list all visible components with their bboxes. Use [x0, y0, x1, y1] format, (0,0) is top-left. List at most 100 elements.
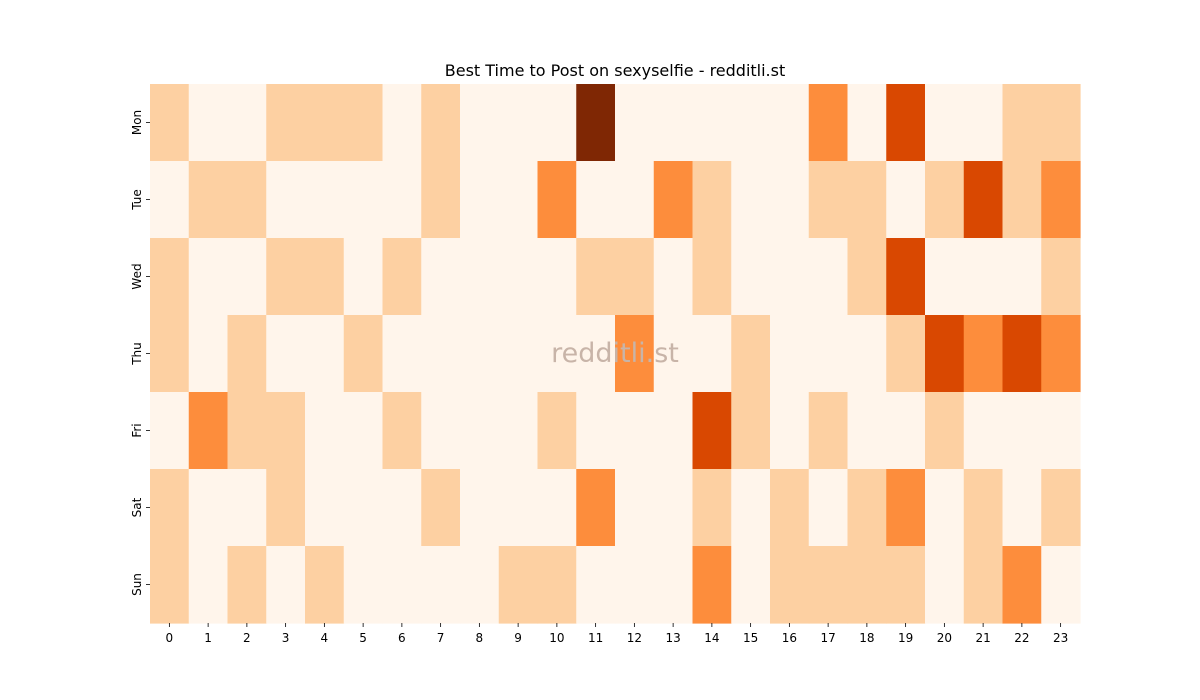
heatmap-cell [653, 469, 694, 547]
heatmap-cell [343, 546, 384, 624]
heatmap-cell [731, 392, 771, 470]
heatmap-cell [1002, 392, 1042, 470]
heatmap-cell [925, 238, 965, 316]
heatmap-cell [925, 315, 965, 393]
heatmap-cell [576, 469, 616, 547]
heatmap-cell [1002, 546, 1042, 624]
heatmap-cell [925, 161, 965, 239]
heatmap-cell [150, 84, 190, 162]
y-tick-label: Sun [130, 573, 144, 596]
heatmap-cell [227, 84, 267, 162]
heatmap-cell [421, 546, 461, 624]
heatmap-cell [653, 546, 694, 624]
heatmap-cell [421, 238, 461, 316]
heatmap-cell [188, 315, 229, 393]
heatmap-cell [576, 546, 616, 624]
x-tick-label: 6 [398, 631, 406, 645]
x-tick-label: 5 [359, 631, 367, 645]
heatmap-cell [1002, 161, 1042, 239]
y-tick-label: Tue [130, 189, 144, 211]
x-tick-label: 18 [859, 631, 874, 645]
heatmap-cell [653, 315, 694, 393]
heatmap-cell [731, 315, 771, 393]
heatmap-cell [692, 84, 732, 162]
heatmap-cell [537, 469, 577, 547]
x-tick-label: 7 [437, 631, 445, 645]
x-tick-label: 23 [1053, 631, 1068, 645]
x-tick-label: 12 [627, 631, 642, 645]
heatmap-cell [692, 315, 732, 393]
heatmap-cell [1041, 315, 1081, 393]
heatmap-cell [188, 392, 229, 470]
heatmap-cell [886, 84, 926, 162]
heatmap-cell [1002, 84, 1042, 162]
heatmap-cell [537, 84, 577, 162]
heatmap-cell [615, 315, 655, 393]
heatmap-cell [576, 161, 616, 239]
heatmap-cell [421, 469, 461, 547]
heatmap-cell [498, 238, 539, 316]
heatmap-cell [1041, 546, 1081, 624]
heatmap-cell [498, 315, 539, 393]
heatmap-cell [847, 238, 887, 316]
x-tick-label: 22 [1014, 631, 1029, 645]
heatmap-cell [731, 546, 771, 624]
heatmap-cell [925, 546, 965, 624]
heatmap-cell [925, 392, 965, 470]
heatmap-cell [498, 161, 539, 239]
heatmap-cell [808, 315, 849, 393]
heatmap-cell [576, 84, 616, 162]
x-tick-label: 20 [937, 631, 952, 645]
heatmap-cell [1041, 392, 1081, 470]
heatmap-cell [421, 392, 461, 470]
x-tick-label: 3 [282, 631, 290, 645]
heatmap-cell [343, 161, 384, 239]
heatmap-cell [460, 315, 500, 393]
heatmap-cell [847, 469, 887, 547]
heatmap-cell [460, 546, 500, 624]
heatmap-cell [770, 392, 810, 470]
x-tick-label: 4 [321, 631, 329, 645]
heatmap-cell [266, 546, 306, 624]
heatmap-cell [770, 238, 810, 316]
heatmap-cell [847, 161, 887, 239]
heatmap-cell [266, 469, 306, 547]
heatmap-cell [808, 161, 849, 239]
heatmap-cell [576, 238, 616, 316]
heatmap-cell [963, 469, 1004, 547]
heatmap-cell [692, 546, 732, 624]
heatmap-cell [615, 161, 655, 239]
heatmap-cell [421, 315, 461, 393]
heatmap-cell [653, 161, 694, 239]
heatmap-cell [150, 161, 190, 239]
heatmap-cell [537, 392, 577, 470]
heatmap-cell [188, 84, 229, 162]
heatmap-cell [886, 315, 926, 393]
heatmap-cell [343, 392, 384, 470]
heatmap-cell [421, 84, 461, 162]
heatmap-cell [421, 161, 461, 239]
x-tick-label: 17 [820, 631, 835, 645]
heatmap-cell [227, 161, 267, 239]
heatmap-cell [227, 546, 267, 624]
heatmap-cell [770, 469, 810, 547]
heatmap-cell [266, 392, 306, 470]
heatmap-cell [653, 238, 694, 316]
heatmap-cell [808, 392, 849, 470]
heatmap-cell [188, 161, 229, 239]
y-tick-label: Wed [130, 263, 144, 289]
heatmap-cell [498, 84, 539, 162]
heatmap-cell [615, 84, 655, 162]
x-axis: 0 1 2 3 4 5 6 7 8 9 10 11 12 13 14 15 16 17 18 19 20 21 22 23 [166, 623, 1068, 645]
heatmap-cell [731, 161, 771, 239]
heatmap-cell [343, 469, 384, 547]
heatmap-cell [808, 84, 849, 162]
x-tick-label: 10 [549, 631, 564, 645]
heatmap-cells [150, 84, 1081, 624]
y-tick-label: Mon [130, 110, 144, 135]
heatmap-cell [498, 546, 539, 624]
x-tick-label: 11 [588, 631, 603, 645]
heatmap-cell [188, 238, 229, 316]
heatmap-cell [925, 469, 965, 547]
